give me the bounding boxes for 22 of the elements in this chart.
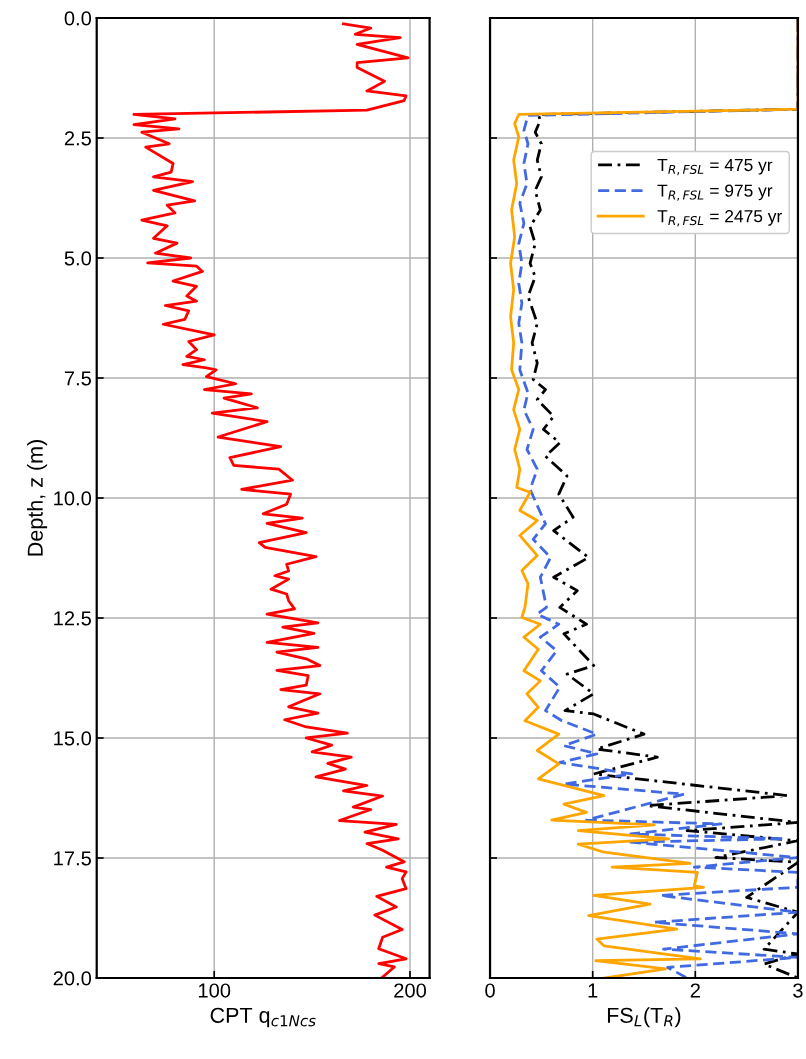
x-axis-title: FS$_{L}$(T$_{R}$) [607, 1007, 681, 1028]
x-tick-label: 200 [394, 983, 427, 998]
y-axis-title: Depth, z (m) [27, 440, 48, 556]
x-tick-label: 100 [198, 983, 231, 998]
y-tick-label: 2.5 [64, 131, 92, 146]
x-tick-label: 1 [588, 983, 598, 998]
x-tick-label: 0 [485, 983, 495, 998]
x-tick-label: 2 [690, 983, 700, 998]
y-tick-label: 0.0 [64, 11, 92, 26]
y-tick-label: 10.0 [54, 491, 92, 506]
y-tick-label: 5.0 [64, 251, 92, 266]
line-series [132, 22, 410, 978]
x-tick-label: 3 [793, 983, 803, 998]
y-tick-label: 17.5 [54, 851, 92, 866]
legend-label: T$_{R,FSL}$ = 2475 yr [657, 210, 782, 227]
x-axis-title: CPT q$_{c1Ncs}$ [210, 1007, 316, 1028]
legend-label: T$_{R,FSL}$ = 475 yr [657, 159, 773, 176]
y-tick-label: 7.5 [64, 371, 92, 386]
y-tick-label: 20.0 [53, 971, 92, 986]
y-tick-label: 15.0 [54, 731, 92, 746]
legend-label: T$_{R,FSL}$ = 975 yr [657, 184, 773, 201]
y-tick-label: 12.5 [54, 611, 92, 626]
